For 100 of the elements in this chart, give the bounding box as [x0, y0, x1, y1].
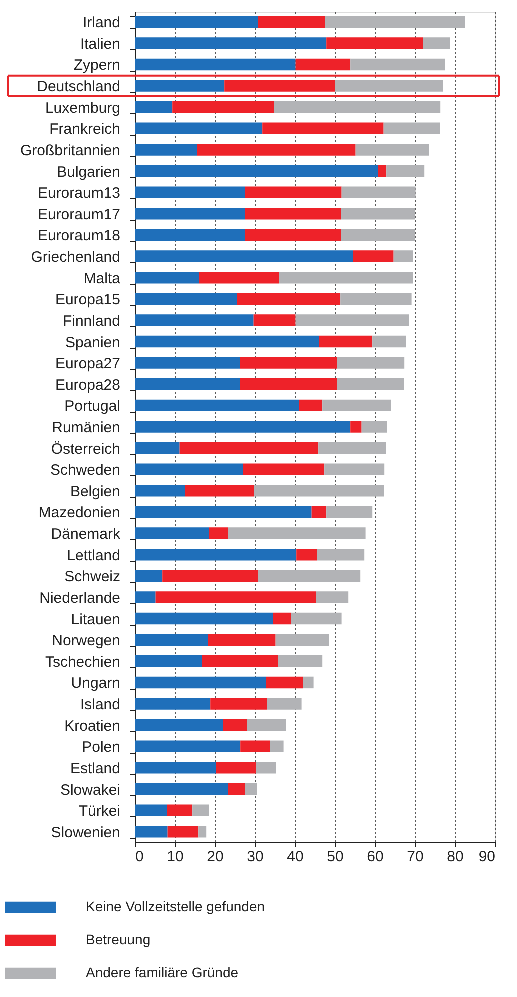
bar — [135, 16, 258, 28]
bar — [245, 208, 342, 220]
bar — [322, 400, 391, 412]
bar — [135, 506, 312, 518]
bar — [267, 698, 302, 710]
y-tick-label: Europa27 — [55, 356, 120, 373]
bar — [362, 421, 387, 433]
bar — [274, 102, 441, 114]
bar — [135, 400, 300, 412]
y-tick-label: Estland — [70, 760, 120, 778]
bar — [135, 485, 185, 497]
bar — [243, 464, 325, 476]
bar — [192, 804, 209, 816]
bar — [167, 804, 193, 816]
bar — [278, 656, 323, 668]
bar — [326, 506, 373, 518]
y-tick-label: Ungarn — [71, 675, 120, 692]
x-tick-label: 90 — [478, 848, 496, 866]
y-tick-label: Schweiz — [64, 568, 120, 586]
bar — [135, 165, 378, 178]
bar — [135, 38, 327, 50]
y-tick-label: Rumänien — [52, 420, 120, 436]
bar — [135, 250, 353, 262]
bar — [135, 804, 168, 816]
y-tick-label: Polen — [82, 739, 120, 756]
bar — [262, 122, 384, 135]
bar — [299, 400, 323, 412]
bar — [135, 293, 238, 306]
x-tick-label: 70 — [407, 848, 424, 866]
bar — [312, 506, 327, 518]
bar — [228, 528, 366, 540]
bar — [135, 464, 244, 476]
x-tick-label: 10 — [167, 848, 184, 866]
y-tick-label: Deutschland — [37, 78, 120, 96]
bar — [350, 421, 362, 433]
bar — [156, 592, 316, 604]
bar — [135, 719, 223, 732]
bar — [135, 570, 163, 582]
x-tick-label: 40 — [287, 848, 304, 866]
y-tick-label: Zypern — [74, 57, 120, 74]
y-tick-label: Belgien — [70, 483, 120, 500]
y-tick-label: Litauen — [71, 611, 120, 628]
x-tick-label: 50 — [327, 848, 344, 866]
bar — [279, 272, 414, 284]
bar — [198, 826, 207, 838]
y-tick-label: Island — [80, 696, 120, 714]
y-tick-label: Griechenland — [31, 249, 120, 266]
bar — [325, 16, 465, 28]
bar — [210, 698, 268, 710]
y-tick-label: Frankreich — [50, 121, 120, 138]
bar — [209, 528, 228, 540]
bar — [324, 464, 385, 476]
bar — [135, 634, 208, 646]
bar — [224, 80, 336, 92]
bar — [353, 250, 394, 262]
y-tick-label: Malta — [84, 270, 122, 288]
bar — [135, 656, 202, 668]
bar — [197, 144, 356, 156]
bar — [216, 762, 256, 774]
bar — [135, 122, 263, 135]
bar — [394, 250, 414, 262]
y-tick-label: Tschechien — [45, 654, 120, 671]
bar — [273, 612, 292, 625]
bar — [168, 826, 199, 838]
legend-label: Keine Vollzeitstelle gefunden — [86, 898, 266, 914]
bar — [326, 38, 423, 50]
bar — [342, 186, 416, 198]
bar — [135, 442, 180, 454]
bar — [237, 293, 341, 306]
y-tick-label: Portugal — [64, 398, 120, 416]
bar — [135, 102, 173, 114]
bar — [135, 548, 297, 561]
y-tick-label: Österreich — [51, 440, 120, 458]
bar — [199, 272, 279, 284]
y-tick-label: Niederlande — [40, 590, 120, 607]
x-tick-label: 20 — [207, 848, 224, 866]
y-tick-label: Großbritannien — [20, 142, 120, 160]
y-tick-label: Dänemark — [51, 526, 121, 544]
y-tick-label: Finnland — [62, 312, 120, 330]
bar — [172, 102, 274, 114]
bar — [341, 229, 416, 242]
x-tick-label: 60 — [367, 848, 384, 866]
bar — [208, 634, 276, 646]
bar — [254, 485, 384, 497]
bar — [335, 80, 443, 92]
bar — [356, 144, 429, 156]
y-tick-label: Euroraum18 — [38, 228, 120, 245]
y-tick-label: Europa28 — [55, 376, 120, 394]
bar — [202, 656, 278, 668]
bar — [270, 740, 284, 752]
legend-label: Betreuung — [86, 932, 151, 948]
bar — [223, 719, 247, 732]
bar — [318, 442, 386, 454]
y-tick-label: Kroatien — [64, 718, 120, 735]
bar — [135, 229, 246, 242]
bar — [135, 378, 240, 390]
y-tick-label: Schweden — [50, 462, 120, 480]
y-tick-label: Lettland — [67, 547, 120, 564]
bar — [135, 314, 254, 326]
bar — [317, 548, 365, 561]
